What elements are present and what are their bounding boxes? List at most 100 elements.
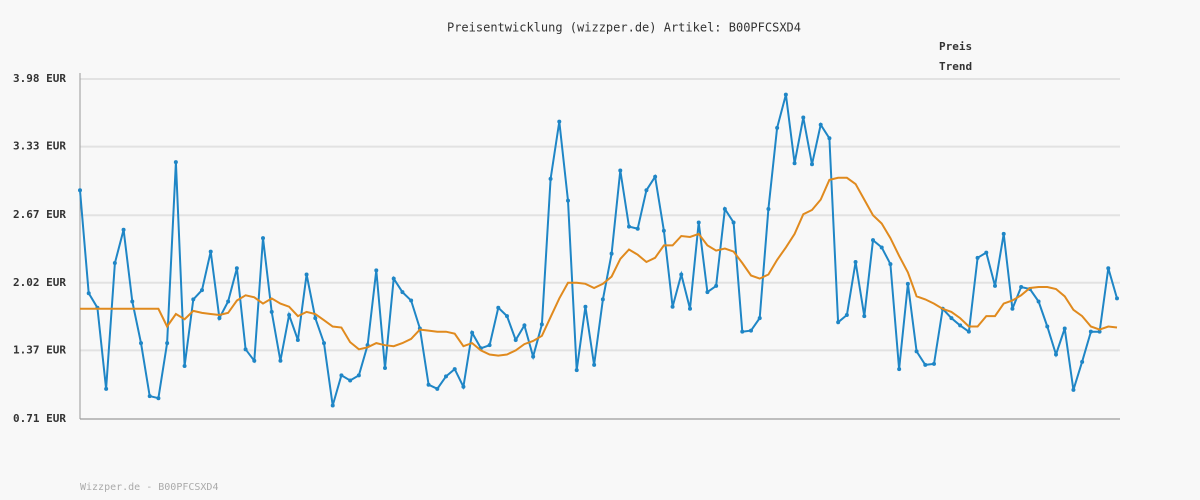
point	[862, 314, 867, 319]
point	[539, 322, 544, 327]
point	[1001, 231, 1006, 236]
point	[1088, 329, 1093, 334]
point	[1080, 359, 1085, 364]
point	[827, 136, 832, 141]
point	[173, 160, 178, 165]
point	[130, 299, 135, 304]
point	[836, 320, 841, 325]
point	[226, 299, 231, 304]
point	[783, 92, 788, 97]
point	[792, 161, 797, 166]
point	[844, 313, 849, 318]
chart-title: Preisentwicklung (wizzper.de) Artikel: B…	[447, 21, 801, 35]
point	[339, 373, 344, 378]
point	[156, 396, 161, 401]
y-tick-label: 3.33 EUR	[13, 140, 66, 153]
point	[147, 394, 152, 399]
point	[993, 283, 997, 288]
point	[208, 249, 213, 254]
point	[871, 238, 875, 243]
point	[139, 341, 143, 346]
point	[897, 367, 902, 372]
point	[322, 341, 326, 346]
point	[374, 268, 379, 273]
point	[1036, 299, 1041, 304]
series-line	[80, 176, 1118, 357]
point	[600, 297, 605, 302]
point	[766, 206, 771, 211]
point	[86, 291, 91, 296]
point	[304, 272, 309, 277]
point	[191, 297, 196, 302]
point	[487, 343, 492, 348]
point	[661, 228, 666, 233]
point	[1062, 326, 1067, 331]
point	[914, 349, 919, 354]
point	[470, 330, 475, 335]
point	[261, 236, 265, 241]
point	[557, 119, 562, 124]
point	[104, 386, 109, 391]
point	[252, 358, 257, 363]
point	[269, 309, 274, 314]
point	[243, 347, 248, 352]
footer: Wizzper.de - B00PFCSXD4	[80, 482, 218, 493]
point	[958, 323, 963, 328]
y-tick-label: 2.02 EUR	[13, 276, 66, 289]
point	[609, 251, 614, 256]
point	[1019, 284, 1024, 289]
point	[592, 362, 597, 367]
point	[165, 341, 170, 346]
point	[513, 337, 518, 342]
point	[217, 316, 222, 321]
point	[522, 323, 527, 328]
point	[1045, 324, 1050, 329]
point	[400, 290, 405, 295]
point	[984, 250, 989, 255]
point	[548, 176, 553, 181]
point	[749, 328, 753, 333]
point	[313, 316, 318, 321]
point	[234, 266, 239, 271]
point	[383, 366, 387, 371]
point	[505, 314, 509, 319]
y-tick-label: 3.98 EUR	[13, 72, 66, 85]
point	[949, 316, 954, 321]
point	[722, 206, 727, 211]
point	[1106, 266, 1111, 271]
point	[200, 288, 204, 293]
point	[566, 198, 570, 203]
point	[714, 283, 719, 288]
point	[435, 386, 440, 391]
point	[330, 403, 335, 408]
point	[905, 281, 910, 286]
point	[356, 373, 361, 378]
series-line	[79, 94, 1118, 406]
point	[278, 358, 283, 363]
legend-entry: Preis	[939, 40, 972, 53]
point	[879, 245, 884, 250]
point	[705, 290, 710, 295]
point	[635, 226, 640, 231]
point	[740, 329, 745, 334]
point	[348, 378, 353, 383]
point	[853, 259, 858, 264]
point	[409, 298, 414, 303]
point	[78, 188, 82, 193]
point	[627, 224, 631, 229]
point	[975, 255, 980, 260]
point	[932, 361, 936, 366]
point	[295, 337, 300, 342]
point	[644, 188, 649, 193]
y-tick-label: 0.71 EUR	[13, 412, 66, 425]
point	[966, 329, 971, 334]
point	[182, 363, 187, 368]
point	[731, 220, 736, 225]
y-tick-label: 2.67 EUR	[13, 208, 66, 221]
point	[801, 115, 806, 120]
point	[775, 125, 780, 130]
point	[531, 354, 536, 359]
point	[426, 382, 431, 387]
